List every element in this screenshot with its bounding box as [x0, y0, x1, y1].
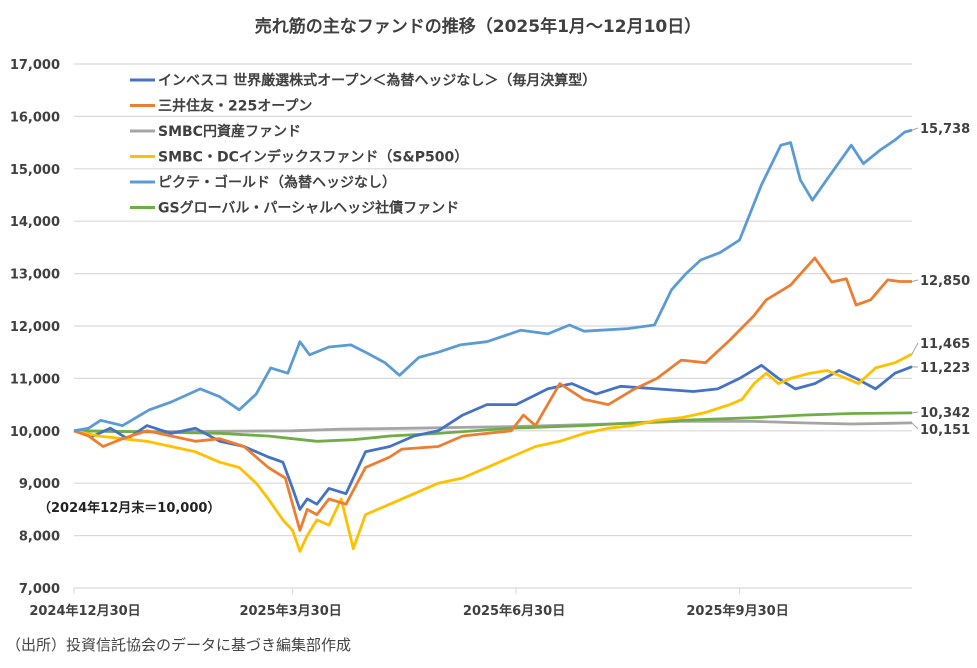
end-label: 12,850 — [920, 274, 970, 289]
legend-label: GSグローバル・パーシャルヘッジ社債ファンド — [158, 200, 459, 217]
legend-label: 三井住友・225オープン — [158, 98, 312, 115]
source-note: （出所）投資信託協会のデータに基づき編集部作成 — [6, 636, 352, 654]
x-tick-label: 2024年12月30日 — [29, 603, 140, 619]
x-tick-label: 2025年9月30日 — [686, 603, 788, 619]
y-tick-label: 17,000 — [10, 58, 60, 73]
y-tick-label: 12,000 — [10, 320, 60, 335]
y-tick-label: 10,000 — [10, 425, 60, 440]
end-label-leader — [911, 279, 919, 282]
y-tick-label: 9,000 — [19, 477, 60, 492]
end-label-leader — [911, 411, 919, 414]
y-tick-label: 16,000 — [10, 110, 60, 125]
y-tick-label: 8,000 — [19, 530, 60, 545]
end-label: 15,738 — [920, 122, 970, 137]
x-tick-label: 2025年3月30日 — [239, 603, 341, 619]
end-label: 11,465 — [920, 337, 970, 352]
legend-label: インベスコ 世界厳選株式オープン＜為替ヘッジなし＞（毎月決算型） — [158, 72, 596, 89]
series-line — [73, 352, 913, 553]
series-line — [73, 363, 913, 511]
legend-label: ピクテ・ゴールド（為替ヘッジなし） — [158, 174, 396, 191]
y-tick-label: 11,000 — [10, 372, 60, 387]
chart-title: 売れ筋の主なファンドの推移（2025年1月～12月10日） — [255, 16, 701, 37]
legend-label: SMBC円資産ファンド — [158, 123, 301, 140]
y-tick-label: 14,000 — [10, 215, 60, 230]
end-label-leader — [911, 127, 919, 131]
end-label-leader — [911, 342, 919, 355]
x-tick-label: 2025年6月30日 — [463, 603, 565, 619]
series-line — [73, 419, 913, 434]
end-label: 11,223 — [920, 361, 970, 376]
baseline-annotation: （2024年12月末＝10,000） — [38, 500, 220, 516]
y-tick-label: 13,000 — [10, 268, 60, 283]
end-label: 10,151 — [920, 423, 970, 438]
y-tick-label: 15,000 — [10, 163, 60, 178]
series-line — [73, 128, 913, 433]
y-tick-label: 7,000 — [19, 582, 60, 597]
series-line — [73, 256, 912, 532]
end-label-leader — [911, 422, 919, 430]
legend-label: SMBC・DCインデックスファンド（S&P500） — [158, 149, 468, 166]
end-label: 10,342 — [920, 406, 970, 421]
